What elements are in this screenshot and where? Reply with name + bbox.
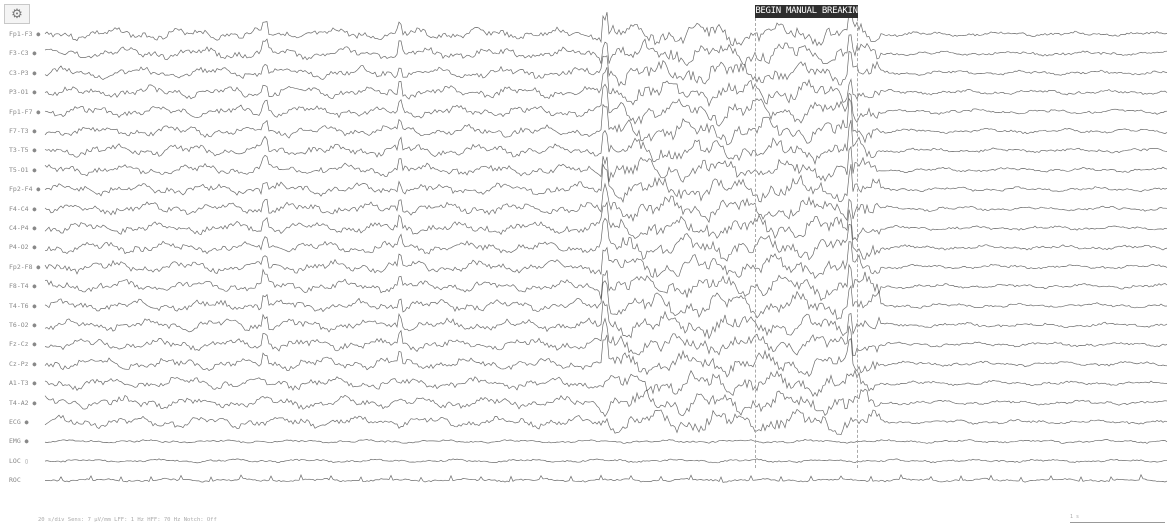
eeg-trace-15 [44,280,1168,321]
channel-label[interactable]: Fp1-F7 ● [9,107,43,116]
eeg-trace-9 [44,163,1168,203]
eeg-trace-13 [44,241,1168,279]
channel-label[interactable]: ECG ● [9,418,31,426]
event-marker-label[interactable]: BEGIN MANUAL BREAKIN [755,5,858,18]
channel-label[interactable]: C3-P3 ● [9,68,39,77]
channel-label[interactable]: A1-T3 ● [9,379,39,388]
eeg-trace-3 [44,50,1168,87]
eeg-trace-16 [44,300,1168,340]
scale-label: 1 s [1070,514,1080,520]
eeg-trace-18 [44,334,1168,378]
channel-label[interactable]: EMG ● [9,437,31,446]
channel-label[interactable]: P3-O1 ● [9,88,39,97]
eeg-trace-19 [44,369,1168,397]
channel-label[interactable]: T4-A2 ● [9,398,39,407]
eeg-trace-7 [44,119,1168,166]
time-scale-bar: 1 s [1070,514,1165,524]
eeg-trace-12 [44,217,1168,262]
scale-line [1070,522,1165,523]
channel-label[interactable]: P4-O2 ● [9,243,39,252]
channel-label[interactable]: Fp2-F4 ● [9,185,43,194]
eeg-trace-20 [44,388,1168,418]
eeg-trace-17 [44,317,1168,356]
channel-label[interactable]: F8-T4 ● [9,282,39,291]
channel-label[interactable]: Fp2-F8 ● [9,262,43,271]
channel-label[interactable]: Fz-Cz ● [9,340,39,349]
eeg-trace-14 [44,263,1168,302]
recording-settings-text: 20 s/div Sens: 7 μV/mm LFF: 1 Hz HFF: 70… [38,517,217,523]
eeg-trace-4 [44,67,1168,107]
eeg-trace-11 [44,201,1168,242]
eeg-trace-2 [44,34,1168,67]
channel-label[interactable]: T6-O2 ● [9,321,39,329]
channel-label[interactable]: C4-P4 ● [9,224,39,232]
gear-icon[interactable]: ⚙ [4,4,30,24]
eeg-trace-6 [44,97,1168,146]
eeg-trace-10 [44,182,1168,224]
eeg-trace-23 [44,458,1167,464]
channel-label[interactable]: Cz-Pz ● [9,359,39,368]
eeg-trace-24 [44,473,1168,483]
channel-label[interactable]: F7-T3 ● [9,127,39,135]
channel-label-column: Fp1-F3 ● F3-C3 ● C3-P3 ● P3-O1 ● Fp1-F7 ● F7-… [0,0,45,527]
channel-label[interactable]: ROC [9,476,23,485]
event-marker-start-line [755,18,756,468]
eeg-trace-22 [44,439,1168,444]
channel-label[interactable]: LOC ▯ [9,456,31,465]
channel-label[interactable]: F4-C4 ● [9,204,39,213]
channel-label[interactable]: F3-C3 ● [9,49,39,58]
channel-label[interactable]: T4-T6 ● [9,301,39,310]
channel-label[interactable]: T5-O1 ● [9,165,39,174]
channel-label[interactable]: T3-T5 ● [9,146,39,155]
channel-label[interactable]: Fp1-F3 ● [9,30,43,38]
eeg-trace-21 [44,408,1168,436]
eeg-trace-1 [44,6,1168,47]
event-marker-end-line [857,18,858,468]
eeg-trace-8 [44,145,1168,183]
eeg-trace-5 [44,83,1168,127]
